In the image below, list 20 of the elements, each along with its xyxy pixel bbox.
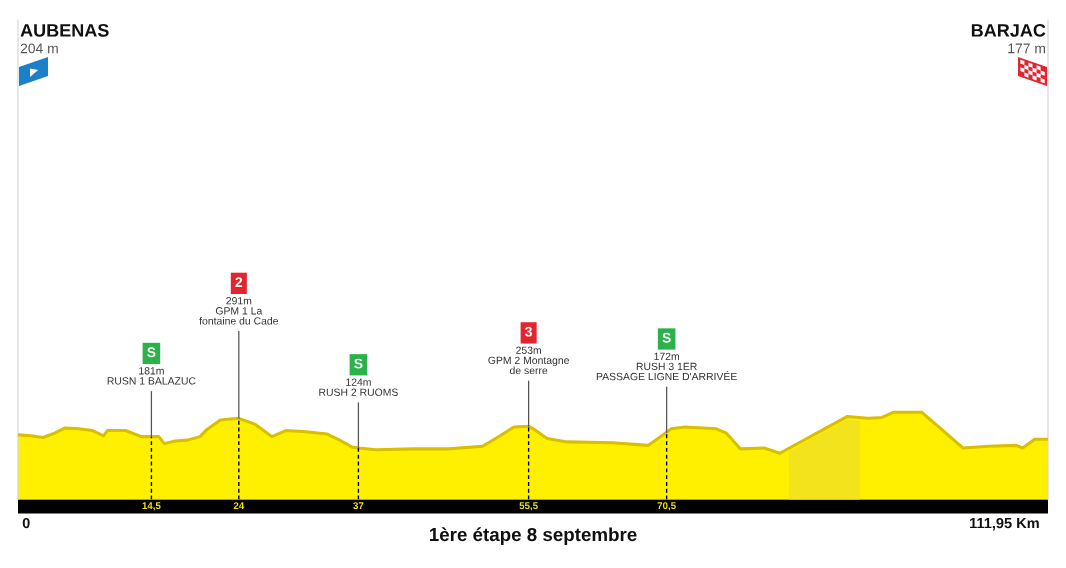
text: BARJAC 177 m	[971, 23, 1046, 54]
annotation: 172m RUSH 3 1ER PASSAGE LIGNE D'ARRIVÉE	[596, 352, 737, 381]
text: S	[147, 347, 156, 358]
x-tick-label: 55,5	[519, 502, 538, 511]
x-tick-label: 14,5	[142, 502, 161, 511]
text: S	[354, 358, 363, 369]
text: S	[662, 332, 671, 343]
text: 3	[525, 326, 532, 337]
text: 111,95 Km	[970, 517, 1039, 531]
x-tick-label: 70,5	[657, 502, 676, 511]
annotation: 181m RUSN 1 BALAZUC	[107, 367, 196, 385]
text: AUBENAS 204 m	[20, 23, 109, 54]
annotation: 253m GPM 2 Montagne de serre	[488, 346, 569, 375]
text: 2	[235, 277, 243, 287]
text: 0	[22, 517, 30, 529]
text: 1ère étape 8 septembre	[429, 527, 637, 545]
annotation: 291m GPM 1 La fontaine du Cade	[199, 297, 279, 325]
x-tick-label: 24	[233, 502, 245, 510]
x-tick-label: 37	[353, 502, 364, 510]
annotation: 124m RUSH 2 RUOMS	[319, 378, 398, 396]
